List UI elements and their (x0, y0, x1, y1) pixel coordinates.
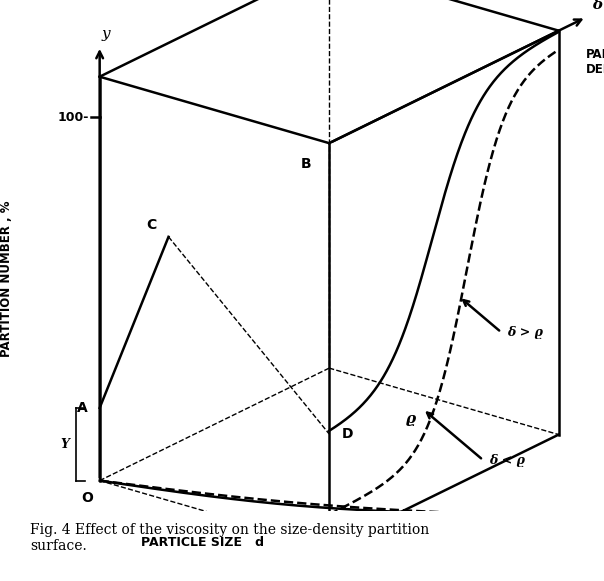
Text: 100-: 100- (57, 110, 89, 124)
Text: Y: Y (60, 437, 69, 451)
Text: B: B (300, 157, 311, 171)
Text: y: y (101, 27, 110, 41)
Text: Fig. 4 Effect of the viscosity on the size-density partition
surface.: Fig. 4 Effect of the viscosity on the si… (30, 523, 429, 553)
Text: δ > ϱ: δ > ϱ (507, 326, 544, 339)
Text: δ < ϱ: δ < ϱ (489, 454, 525, 467)
Text: PARTICLE
DENSITY: PARTICLE DENSITY (586, 48, 604, 76)
Text: O: O (82, 491, 94, 505)
Text: δ: δ (593, 0, 602, 12)
Text: PARTICLE SIZE   d: PARTICLE SIZE d (141, 536, 265, 549)
Text: ϱ: ϱ (406, 413, 416, 426)
Text: D: D (341, 427, 353, 441)
Text: C: C (146, 218, 156, 232)
Text: PARTITION NUMBER , %: PARTITION NUMBER , % (0, 200, 13, 357)
Text: A: A (77, 401, 88, 415)
